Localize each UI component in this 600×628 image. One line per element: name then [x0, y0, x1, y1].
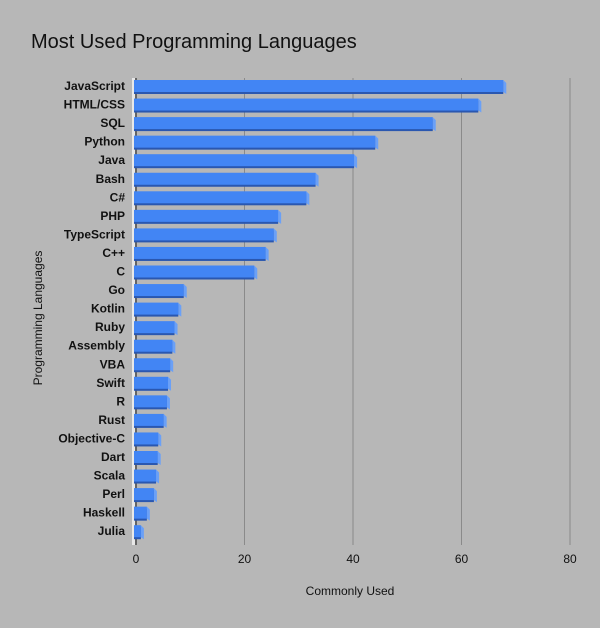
bar — [134, 284, 184, 297]
bar-bevel — [168, 376, 172, 391]
bar-bevel — [254, 265, 258, 280]
bar — [134, 469, 157, 482]
bar-bevel — [174, 321, 178, 336]
bar — [134, 358, 171, 371]
bar-bevel — [146, 506, 150, 521]
x-tick-label: 0 — [133, 552, 140, 566]
bar — [134, 432, 159, 445]
category-label: C++ — [102, 246, 125, 260]
category-label: Ruby — [95, 320, 125, 334]
category-label: Bash — [96, 172, 125, 186]
category-label: Swift — [96, 376, 125, 390]
category-label: Kotlin — [91, 302, 125, 316]
bar-bevel — [306, 191, 310, 206]
category-label: R — [116, 394, 125, 408]
category-label: PHP — [100, 209, 125, 223]
bar-bevel — [278, 209, 282, 224]
category-label: Dart — [101, 450, 125, 464]
bar — [134, 209, 279, 222]
bar-bevel — [432, 117, 436, 132]
bar-bevel — [183, 284, 187, 299]
category-label: C — [116, 265, 125, 279]
category-label: Julia — [98, 524, 126, 538]
bar — [134, 98, 479, 111]
bar — [134, 154, 355, 167]
bar — [134, 191, 307, 204]
bar — [134, 339, 173, 352]
bar — [134, 265, 255, 278]
bar — [134, 413, 164, 426]
x-tick-label: 40 — [346, 552, 360, 566]
category-label: VBA — [100, 357, 126, 371]
bar-bevel — [166, 395, 170, 410]
bar — [134, 246, 266, 259]
category-label: JavaScript — [64, 79, 125, 93]
category-label: Rust — [98, 413, 125, 427]
bar — [134, 488, 154, 501]
bar-bevel — [156, 469, 160, 484]
category-label: Haskell — [83, 506, 125, 520]
bar-bevel — [157, 451, 161, 465]
bar — [134, 228, 274, 241]
chart-title: Most Used Programming Languages — [31, 31, 357, 53]
x-tick-label: 60 — [455, 552, 469, 566]
bar — [134, 525, 141, 538]
bar-bevel — [354, 154, 358, 169]
category-label: Scala — [94, 469, 126, 483]
bar-bevel — [172, 339, 176, 354]
bar-bevel — [478, 98, 482, 113]
category-label: C# — [110, 190, 126, 204]
bar-bevel — [158, 432, 162, 447]
x-tick-label: 80 — [563, 552, 577, 566]
category-label: Java — [98, 153, 125, 167]
y-axis-line — [132, 78, 135, 545]
category-label: HTML/CSS — [64, 98, 125, 112]
bar-bevel — [170, 358, 174, 373]
category-label: SQL — [100, 116, 125, 130]
bar — [134, 302, 179, 315]
bar — [134, 451, 158, 463]
category-label: Python — [84, 135, 125, 149]
bar-bevel — [503, 80, 507, 94]
bar — [134, 506, 147, 519]
bar-bevel — [265, 246, 269, 261]
bar-bevel — [178, 302, 182, 317]
bar — [134, 135, 376, 148]
bar-bevel — [153, 488, 157, 503]
x-tick-label: 20 — [238, 552, 252, 566]
bar — [134, 117, 433, 130]
bar-bevel — [140, 525, 144, 540]
category-label: Perl — [102, 487, 125, 501]
bar-bevel — [273, 228, 277, 243]
bar — [134, 172, 316, 185]
bar-bevel — [375, 135, 379, 150]
bar-bevel — [315, 172, 319, 187]
bar — [134, 395, 167, 408]
x-axis-label: Commonly Used — [305, 584, 395, 598]
bar — [134, 321, 175, 334]
category-label: Objective-C — [58, 431, 125, 445]
bar-bevel — [163, 413, 167, 428]
category-label: TypeScript — [64, 227, 125, 241]
bar — [134, 376, 169, 389]
category-label: Assembly — [68, 339, 125, 353]
category-label: Go — [108, 283, 125, 297]
bar — [134, 80, 504, 92]
